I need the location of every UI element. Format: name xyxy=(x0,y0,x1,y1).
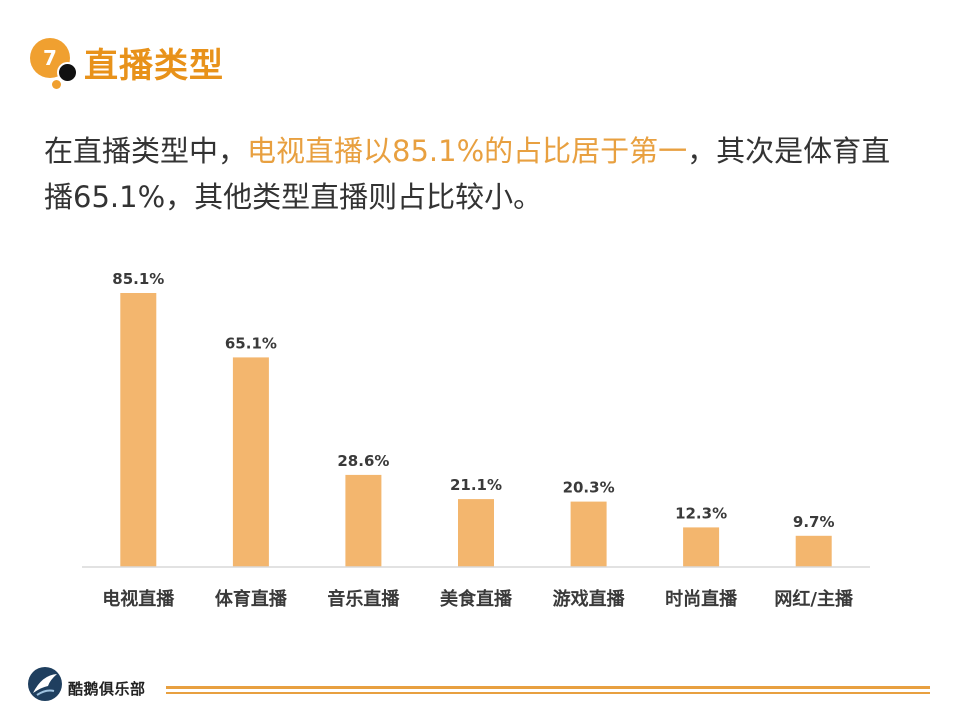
category-label-3: 音乐直播 xyxy=(327,588,400,610)
section-number-badge: 7 xyxy=(30,38,70,78)
category-label-6: 时尚直播 xyxy=(665,588,738,610)
summary-highlight: 电视直播以85.1%的占比居于第一 xyxy=(247,134,688,168)
category-label-1: 电视直播 xyxy=(102,588,175,610)
bar-5 xyxy=(570,501,607,567)
footer-divider-thin xyxy=(166,692,930,694)
data-label-3: 28.6% xyxy=(337,452,389,470)
badge-dot-icon xyxy=(57,62,78,83)
summary-part-2: ，其次是体育直播65.1%，其他类型直播则占比较小。 xyxy=(44,134,891,214)
bar-3 xyxy=(345,474,382,567)
badge-small-dot-icon xyxy=(52,80,61,89)
data-label-4: 21.1% xyxy=(450,476,502,494)
data-label-7: 9.7% xyxy=(793,513,835,531)
summary-text: 在直播类型中，电视直播以85.1%的占比居于第一，其次是体育直播65.1%，其他… xyxy=(44,128,914,220)
bar-7 xyxy=(795,535,832,567)
data-label-1: 85.1% xyxy=(112,270,164,288)
club-logo-icon xyxy=(28,667,62,701)
category-label-2: 体育直播 xyxy=(215,588,288,610)
category-label-4: 美食直播 xyxy=(440,588,513,610)
data-label-5: 20.3% xyxy=(563,479,615,497)
slide-title: 直播类型 xyxy=(84,46,224,86)
footer-divider xyxy=(166,686,930,689)
category-label-5: 游戏直播 xyxy=(553,588,626,610)
summary-part-1: 在直播类型中， xyxy=(44,134,248,168)
bar-6 xyxy=(683,527,720,567)
bar-2 xyxy=(232,357,269,567)
footer-brand: 酷鹅俱乐部 xyxy=(68,680,146,698)
data-label-2: 65.1% xyxy=(225,334,277,352)
data-label-6: 12.3% xyxy=(675,504,727,522)
category-label-7: 网红/主播 xyxy=(774,588,854,610)
bar-1 xyxy=(120,293,157,567)
bar-4 xyxy=(458,499,494,567)
